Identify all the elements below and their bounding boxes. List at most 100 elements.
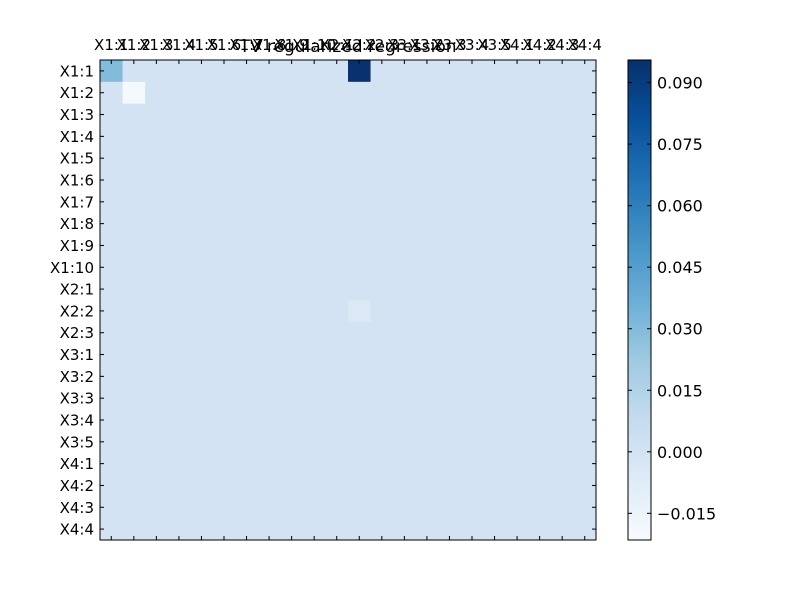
heatmap-cell — [145, 234, 169, 257]
heatmap-cell — [235, 60, 259, 83]
heatmap-cell — [100, 409, 124, 432]
heatmap-cell — [415, 409, 439, 432]
heatmap-cell — [460, 518, 484, 541]
heatmap-cell — [505, 343, 529, 367]
heatmap-cell — [415, 169, 439, 192]
heatmap-cell — [370, 518, 394, 541]
heatmap-cell — [280, 125, 304, 148]
heatmap-cell — [348, 147, 372, 170]
heatmap-cell — [393, 256, 417, 279]
heatmap-cell — [145, 518, 169, 541]
colorbar-tick-label: −0.015 — [657, 504, 716, 523]
heatmap-cell — [235, 169, 259, 192]
heatmap-cell — [573, 147, 597, 170]
row-axis: X1:1 X1:2 X1:3 X1:4 X1:5 X1:6 X1:7 X1:8 X1:9 X1:1… — [50, 62, 596, 539]
heatmap-cell — [212, 256, 236, 279]
heatmap-cell — [528, 147, 552, 170]
heatmap-cell — [145, 125, 169, 148]
heatmap-cell — [438, 278, 462, 301]
heatmap-cell — [167, 234, 191, 257]
heatmap-cell — [393, 343, 417, 367]
heatmap-cell — [302, 496, 327, 519]
heatmap-cell — [573, 81, 597, 105]
heatmap-cell — [257, 365, 281, 388]
heatmap-cell — [438, 452, 462, 476]
heatmap-cell — [280, 409, 304, 432]
heatmap-cell — [505, 234, 529, 257]
heatmap-cell — [190, 518, 214, 541]
heatmap-cell — [393, 452, 417, 476]
column-label: X1:8 — [252, 36, 286, 54]
heatmap-cell — [190, 387, 214, 410]
heatmap-cell — [438, 365, 462, 388]
heatmap-cell — [190, 365, 214, 388]
heatmap-cell — [573, 60, 597, 83]
heatmap-cell — [460, 409, 484, 432]
heatmap-cell — [528, 212, 552, 236]
row-label: X4:4 — [60, 521, 94, 539]
heatmap-cell — [483, 496, 507, 519]
heatmap-cell — [483, 60, 507, 83]
heatmap-cell — [302, 256, 327, 279]
heatmap-cell — [370, 278, 394, 301]
heatmap-cell — [483, 430, 507, 454]
heatmap-cell — [505, 212, 529, 236]
row-label: X1:9 — [60, 237, 94, 255]
heatmap-cell — [483, 518, 507, 541]
heatmap-cell — [348, 430, 372, 454]
heatmap-cell — [528, 81, 552, 105]
heatmap-cell — [280, 518, 304, 541]
row-label: X1:7 — [60, 193, 94, 211]
heatmap-cell — [348, 409, 372, 432]
heatmap-cell — [190, 234, 214, 257]
heatmap-cell — [235, 365, 259, 388]
heatmap-cell — [415, 496, 439, 519]
column-label: X1:10 — [292, 36, 336, 54]
heatmap-cell — [190, 212, 214, 236]
heatmap-cell — [528, 496, 552, 519]
heatmap-cell — [100, 365, 124, 388]
heatmap-cell — [573, 278, 597, 301]
heatmap-cell — [212, 81, 236, 105]
heatmap-cell — [190, 496, 214, 519]
heatmap-cell — [415, 190, 439, 214]
heatmap-cell — [190, 169, 214, 192]
heatmap-cell — [550, 343, 575, 367]
heatmap-cell — [257, 256, 281, 279]
heatmap-cell — [438, 409, 462, 432]
heatmap-cell — [145, 169, 169, 192]
heatmap-cell — [438, 103, 462, 127]
heatmap-cell — [302, 474, 327, 497]
heatmap-cell — [550, 256, 575, 279]
colorbar-tick-label: 0.015 — [657, 381, 703, 400]
heatmap-cell — [167, 365, 191, 388]
heatmap-cell — [460, 278, 484, 301]
heatmap-cell — [257, 518, 281, 541]
heatmap-cell — [550, 321, 575, 345]
heatmap-cell — [528, 409, 552, 432]
heatmap-cell — [370, 343, 394, 367]
heatmap-cell — [573, 496, 597, 519]
heatmap-cell — [438, 147, 462, 170]
heatmap-cell — [212, 496, 236, 519]
heatmap-cell — [325, 343, 349, 367]
heatmap-cell — [528, 60, 552, 83]
heatmap-cell — [257, 387, 281, 410]
heatmap-cell — [167, 81, 191, 105]
heatmap-cell — [483, 387, 507, 410]
row-label: X1:2 — [60, 84, 94, 102]
heatmap-cell — [528, 256, 552, 279]
heatmap-cell — [122, 278, 146, 301]
heatmap-cell — [460, 147, 484, 170]
heatmap-cell — [257, 278, 281, 301]
heatmap-cell — [257, 452, 281, 476]
heatmap-cell — [393, 387, 417, 410]
heatmap-cell — [415, 430, 439, 454]
heatmap-cell — [550, 212, 575, 236]
heatmap-cell — [302, 300, 327, 323]
heatmap-cell — [302, 125, 327, 148]
row-label: X2:2 — [60, 302, 94, 320]
heatmap-cell — [528, 103, 552, 127]
heatmap-cell — [167, 125, 191, 148]
heatmap-cell — [370, 147, 394, 170]
